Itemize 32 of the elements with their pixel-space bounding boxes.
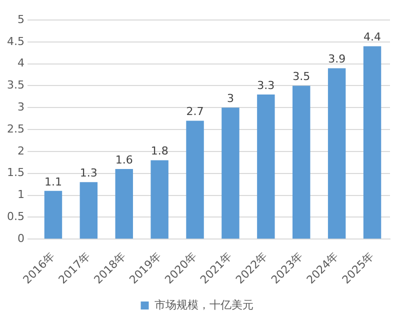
bar [222,108,240,239]
bar [363,46,382,239]
y-tick-label: 1.5 [6,166,24,180]
y-tick-label: 0 [17,232,24,245]
bar [257,94,275,239]
bar [186,120,204,239]
y-tick-label: 3.5 [6,78,24,92]
data-label: 1.1 [44,175,62,188]
data-label: 2.7 [186,105,204,118]
y-tick-label: 5 [17,12,24,26]
y-tick-label: 3 [17,100,24,114]
bar [44,190,62,239]
bar [150,160,168,239]
bar [292,86,310,239]
data-label: 3.3 [257,78,275,92]
data-label: 4.4 [364,30,382,44]
data-label: 3.9 [328,52,346,66]
data-label: 1.3 [80,166,98,180]
y-tick-label: 4 [17,56,24,70]
data-label: 1.6 [115,153,133,166]
bar [328,68,346,239]
bar [115,168,133,239]
y-tick-label: 0.5 [6,210,24,224]
legend-label: 市场规模，十亿美元 [154,298,254,312]
y-tick-label: 2.5 [6,122,24,136]
bar [80,182,98,239]
data-label: 3 [226,92,234,105]
y-tick-label: 4.5 [6,34,24,48]
y-tick-label: 1 [17,188,24,202]
data-label: 1.8 [150,144,168,158]
y-tick-label: 2 [17,144,24,158]
data-label: 3.5 [292,70,310,84]
